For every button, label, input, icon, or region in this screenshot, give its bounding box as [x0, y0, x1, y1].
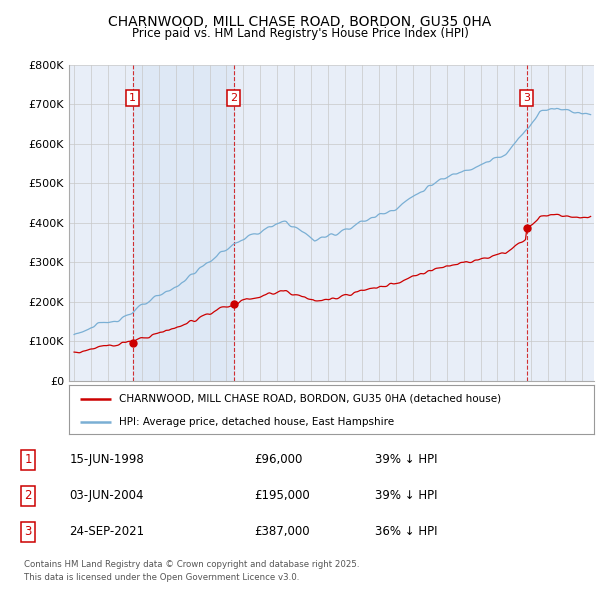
Text: CHARNWOOD, MILL CHASE ROAD, BORDON, GU35 0HA (detached house): CHARNWOOD, MILL CHASE ROAD, BORDON, GU35… — [119, 394, 501, 404]
Text: 3: 3 — [523, 93, 530, 103]
Text: £387,000: £387,000 — [254, 526, 310, 539]
Text: 03-JUN-2004: 03-JUN-2004 — [70, 489, 144, 503]
Text: CHARNWOOD, MILL CHASE ROAD, BORDON, GU35 0HA: CHARNWOOD, MILL CHASE ROAD, BORDON, GU35… — [109, 15, 491, 30]
Text: 24-SEP-2021: 24-SEP-2021 — [70, 526, 145, 539]
Text: 39% ↓ HPI: 39% ↓ HPI — [375, 453, 437, 466]
Text: 1: 1 — [129, 93, 136, 103]
Text: This data is licensed under the Open Government Licence v3.0.: This data is licensed under the Open Gov… — [24, 573, 299, 582]
Text: Contains HM Land Registry data © Crown copyright and database right 2025.: Contains HM Land Registry data © Crown c… — [24, 560, 359, 569]
Text: HPI: Average price, detached house, East Hampshire: HPI: Average price, detached house, East… — [119, 417, 394, 427]
Text: 2: 2 — [230, 93, 237, 103]
Text: Price paid vs. HM Land Registry's House Price Index (HPI): Price paid vs. HM Land Registry's House … — [131, 27, 469, 40]
Text: £195,000: £195,000 — [254, 489, 310, 503]
Text: 39% ↓ HPI: 39% ↓ HPI — [375, 489, 437, 503]
Text: 2: 2 — [25, 489, 32, 503]
Text: 3: 3 — [25, 526, 32, 539]
Text: 36% ↓ HPI: 36% ↓ HPI — [375, 526, 437, 539]
Text: 1: 1 — [25, 453, 32, 466]
Text: £96,000: £96,000 — [254, 453, 302, 466]
Bar — [133, 65, 233, 381]
Text: 15-JUN-1998: 15-JUN-1998 — [70, 453, 145, 466]
